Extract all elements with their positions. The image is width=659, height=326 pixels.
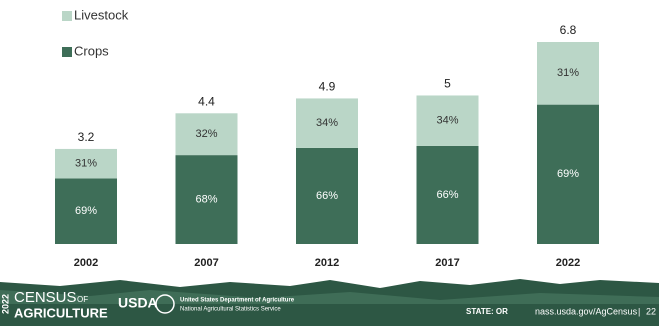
bar-segment: [175, 155, 238, 244]
footer-url: nass.usda.gov/AgCensus: [535, 306, 638, 316]
bar-segment: [537, 42, 599, 105]
legend-swatch: [62, 11, 72, 21]
total-label: 6.8: [560, 23, 577, 37]
segment-label: 66%: [316, 190, 338, 202]
footer-of: OF: [77, 295, 88, 304]
segment-label: 69%: [75, 205, 97, 217]
bar-segment: [55, 148, 117, 179]
x-tick-label: 2012: [315, 257, 339, 269]
segment-label: 31%: [557, 67, 579, 79]
segment-label: 34%: [436, 115, 458, 127]
segment-label: 68%: [195, 193, 217, 205]
x-tick-label: 2017: [435, 257, 459, 269]
segment-label: 34%: [316, 117, 338, 129]
x-tick-label: 2022: [556, 257, 580, 269]
bar-segment: [296, 147, 358, 244]
bar-segment: [416, 95, 479, 146]
footer-agriculture: AGRICULTURE: [14, 305, 108, 320]
x-tick-label: 2002: [74, 257, 98, 269]
bar-segment: [55, 178, 117, 244]
bar-segment: [175, 113, 238, 156]
usda-logo: USDA: [118, 295, 158, 311]
legend-swatch: [62, 47, 72, 57]
footer-state: STATE: OR: [466, 307, 508, 316]
segment-label: 69%: [557, 168, 579, 180]
bar-segment: [537, 104, 599, 245]
nass-seal: [155, 294, 175, 314]
footer-service: National Agricultural Statistics Service: [180, 307, 281, 313]
total-label: 4.4: [198, 94, 215, 108]
footer-department: United States Department of Agriculture: [180, 298, 295, 304]
segment-label: 66%: [436, 189, 458, 201]
footer-census: CENSUS: [14, 289, 77, 306]
footer-year: 2022: [0, 294, 10, 314]
total-label: 4.9: [319, 80, 336, 94]
segment-label: 32%: [195, 128, 217, 140]
legend-label: Crops: [74, 43, 109, 58]
legend-label: Livestock: [74, 7, 129, 22]
footer-separator: |: [638, 306, 640, 316]
total-label: 5: [444, 77, 451, 91]
footer-page: 22: [646, 306, 656, 316]
total-label: 3.2: [78, 130, 95, 144]
footer-texture: [0, 290, 659, 304]
segment-label: 31%: [75, 158, 97, 170]
x-tick-label: 2007: [194, 257, 218, 269]
bar-segment: [416, 145, 479, 244]
bar-segment: [296, 98, 358, 148]
